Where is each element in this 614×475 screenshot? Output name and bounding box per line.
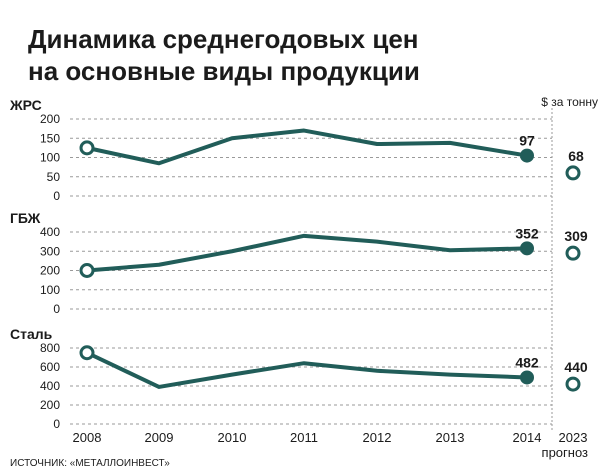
panel-1: ЖРС 0 50 100 150 200 97 68 — [9, 97, 584, 203]
x-tick-label: 2009 — [145, 430, 174, 445]
start-point — [79, 345, 95, 361]
end-point — [520, 148, 534, 163]
forecast-point — [565, 165, 581, 181]
y-tick-label: 100 — [40, 283, 60, 297]
panel-label: ЖРС — [9, 97, 42, 113]
panel-2: ГБЖ 0 100 200 300 400 352 309 — [10, 210, 588, 316]
end-point — [520, 370, 534, 385]
y-tick-label: 0 — [53, 189, 60, 203]
end-value-label: 352 — [515, 225, 539, 241]
start-point — [79, 263, 95, 278]
unit-label: $ за тонну — [541, 95, 598, 109]
y-tick-label: 300 — [40, 244, 60, 258]
y-tick-label: 600 — [40, 360, 60, 374]
y-tick-label: 200 — [40, 264, 60, 278]
source-label: ИСТОЧНИК: «МЕТАЛЛОИНВЕСТ» — [10, 458, 170, 469]
start-point — [79, 140, 95, 156]
x-tick-label: 2008 — [73, 430, 102, 445]
y-tick-label: 100 — [40, 151, 60, 165]
forecast-value-label: 309 — [564, 228, 588, 244]
chart-title-line1: Динамика среднегодовых цен — [28, 24, 418, 54]
y-tick-label: 200 — [40, 398, 60, 412]
y-tick-label: 200 — [40, 112, 60, 126]
series-line — [85, 233, 529, 273]
y-tick-label: 0 — [53, 302, 60, 316]
y-tick-label: 400 — [40, 225, 60, 239]
x-tick-label: 2010 — [218, 430, 247, 445]
forecast-point — [565, 376, 581, 392]
forecast-label: прогноз — [542, 445, 589, 460]
y-tick-label: 0 — [53, 417, 60, 431]
series-line — [85, 128, 529, 166]
x-tick-label: 2012 — [363, 430, 392, 445]
forecast-point — [565, 245, 581, 261]
end-value-label: 97 — [519, 133, 535, 149]
panel-3: Сталь 0 200 400 600 800 482 440 — [10, 326, 588, 431]
forecast-value-label: 440 — [564, 359, 588, 375]
y-tick-label: 400 — [40, 379, 60, 393]
y-tick-label: 150 — [40, 131, 60, 145]
chart-panels: ЖРС 0 50 100 150 200 97 68 ГБЖ 0 100 200 300 400 352 30… — [9, 97, 588, 445]
x-tick-label: 2014 — [513, 430, 542, 445]
end-point — [520, 241, 534, 256]
series-line — [85, 350, 529, 389]
x-tick-label: 2011 — [290, 430, 318, 445]
y-tick-label: 800 — [40, 341, 60, 355]
forecast-value-label: 68 — [568, 148, 584, 164]
panel-label: ГБЖ — [10, 210, 41, 226]
chart-title-line2: на основные виды продукции — [28, 56, 420, 86]
panel-label: Сталь — [10, 326, 53, 342]
x-tick-label: 2013 — [436, 430, 465, 445]
end-value-label: 482 — [515, 354, 539, 370]
x-tick-label: 2023 — [559, 430, 588, 445]
y-tick-label: 50 — [47, 170, 61, 184]
